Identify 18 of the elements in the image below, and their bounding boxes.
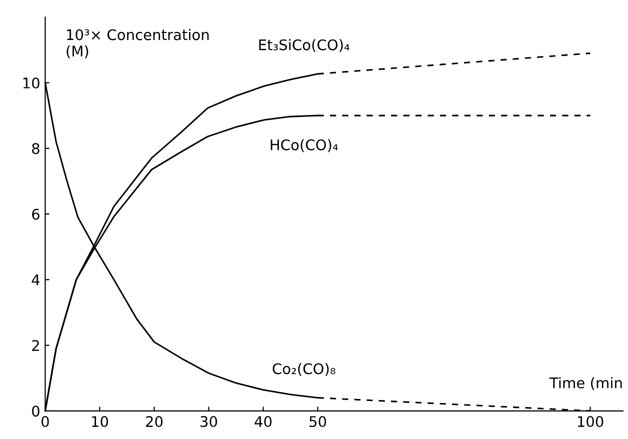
y-tick-label: 10	[23, 77, 40, 88]
text: Et₃SiCo(CO)₄	[259, 39, 350, 52]
y-axis-title: 10³× Concentration (M)	[66, 28, 209, 58]
x-tick-label: 30	[200, 416, 218, 428]
y-tick-label: 2	[32, 340, 39, 351]
x-tick-label: 20	[146, 416, 163, 428]
y-tick-label: 0	[32, 406, 40, 417]
x-axis-title: Time (min	[549, 377, 622, 390]
y-tick-label: 6	[32, 208, 40, 220]
x-tick-label: 0	[42, 416, 49, 428]
x-tick-label: 50	[310, 416, 326, 428]
x-tick-label: 10	[92, 416, 108, 428]
x-tick-label: 100	[578, 416, 604, 428]
series-label: HCo(CO)₄	[270, 139, 338, 152]
y-tick-label: 4	[32, 274, 40, 286]
x-tick-label: 40	[254, 416, 272, 428]
y-tick-label: 8	[32, 143, 40, 154]
series-label: Co₂(CO)₈	[272, 362, 336, 376]
